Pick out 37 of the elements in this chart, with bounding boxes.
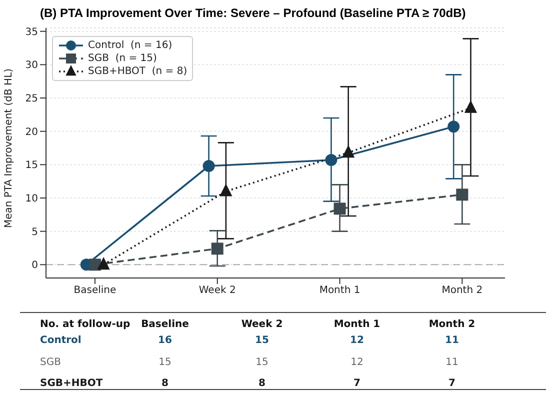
text: 8 [258, 378, 266, 389]
y-tick-label: 10 [25, 194, 38, 205]
text: Week 2 [240, 319, 284, 330]
text: 12 [349, 335, 365, 346]
text: Month 1 [332, 319, 382, 330]
legend-label: SGB+HBOT (n = 8) [88, 66, 188, 77]
legend-label: Control (n = 16) [88, 40, 172, 51]
text: 12 [350, 357, 364, 368]
text: 15 [254, 357, 270, 368]
text: 11 [444, 357, 460, 368]
text: 7 [352, 378, 362, 389]
text: 16 [157, 335, 173, 346]
text: 15 [254, 335, 270, 346]
y-tick-label: 35 [25, 26, 38, 38]
text: 11 [444, 335, 460, 346]
text: No. at follow-up [40, 319, 130, 330]
x-tick-label: Month 1 [319, 285, 360, 296]
text: Baseline [141, 319, 189, 330]
text: 8 [160, 378, 170, 389]
y-tick-label: 0 [32, 260, 38, 272]
text: Month 2 [428, 319, 476, 330]
text: 15 [158, 357, 172, 368]
text: 7 [448, 378, 456, 389]
text: SGB+HBOT [40, 378, 103, 389]
y-tick-label: 20 [25, 126, 38, 138]
y-tick-label: 5 [32, 226, 38, 238]
x-tick-label: Baseline [74, 285, 116, 296]
text: Control [40, 335, 82, 346]
y-tick-label: 15 [25, 160, 38, 172]
y-tick-label: 25 [25, 94, 38, 105]
text: SGB [40, 357, 61, 368]
x-tick-label: Month 2 [442, 285, 483, 296]
chart-title: (B) PTA Improvement Over Time: Severe – Profound (Baseline PTA ≥ 70dB) [40, 6, 466, 20]
x-tick-label: Week 2 [198, 285, 236, 296]
y-tick-label: 30 [25, 60, 38, 72]
legend-label: SGB (n = 15) [88, 53, 157, 64]
y-axis-title: Mean PTA Improvement (dB HL) [4, 68, 15, 228]
